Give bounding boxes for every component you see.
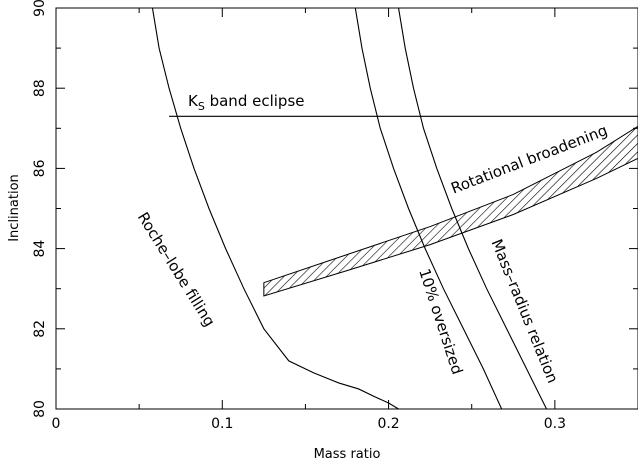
- plot-frame: [55, 7, 638, 410]
- label-ks-main: K: [188, 92, 199, 110]
- y-tick-label: 88: [32, 79, 48, 97]
- plot-marks: [151, 8, 638, 409]
- x-tick-label: 0: [52, 416, 61, 432]
- x-axis-label: Mass ratio: [314, 447, 381, 462]
- y-tick-label: 82: [32, 320, 48, 338]
- label-ks-rest: band eclipse: [205, 92, 305, 110]
- x-tick-label: 0.1: [211, 416, 233, 432]
- y-axis-label: Inclination: [7, 174, 22, 242]
- roche-lobe-filling-curve: [151, 8, 399, 409]
- band-rotational-broadening: [263, 125, 638, 297]
- y-tick-label: 86: [32, 159, 48, 177]
- axes: 0 0.1 0.2 0.3 80 82 84 86 88 90: [32, 0, 638, 432]
- y-tick-label: 80: [32, 400, 48, 418]
- y-tick-label: 84: [32, 240, 48, 258]
- x-tick-label: 0.3: [544, 416, 566, 432]
- x-tick-label: 0.2: [377, 416, 399, 432]
- y-tick-label: 90: [32, 0, 48, 17]
- curve-labels: Roche–lobe filling 10% oversized Mass–radi…: [134, 92, 610, 386]
- label-ks-sub: S: [198, 100, 205, 113]
- mass-radius-relation-curve: [398, 8, 548, 409]
- label-roche-lobe-filling: Roche–lobe filling: [134, 209, 219, 330]
- label-ks-band-eclipse: KS band eclipse: [188, 92, 304, 113]
- label-mass-radius-relation: Mass–radius relation: [488, 237, 562, 386]
- 10pct-oversized-curve: [354, 8, 503, 409]
